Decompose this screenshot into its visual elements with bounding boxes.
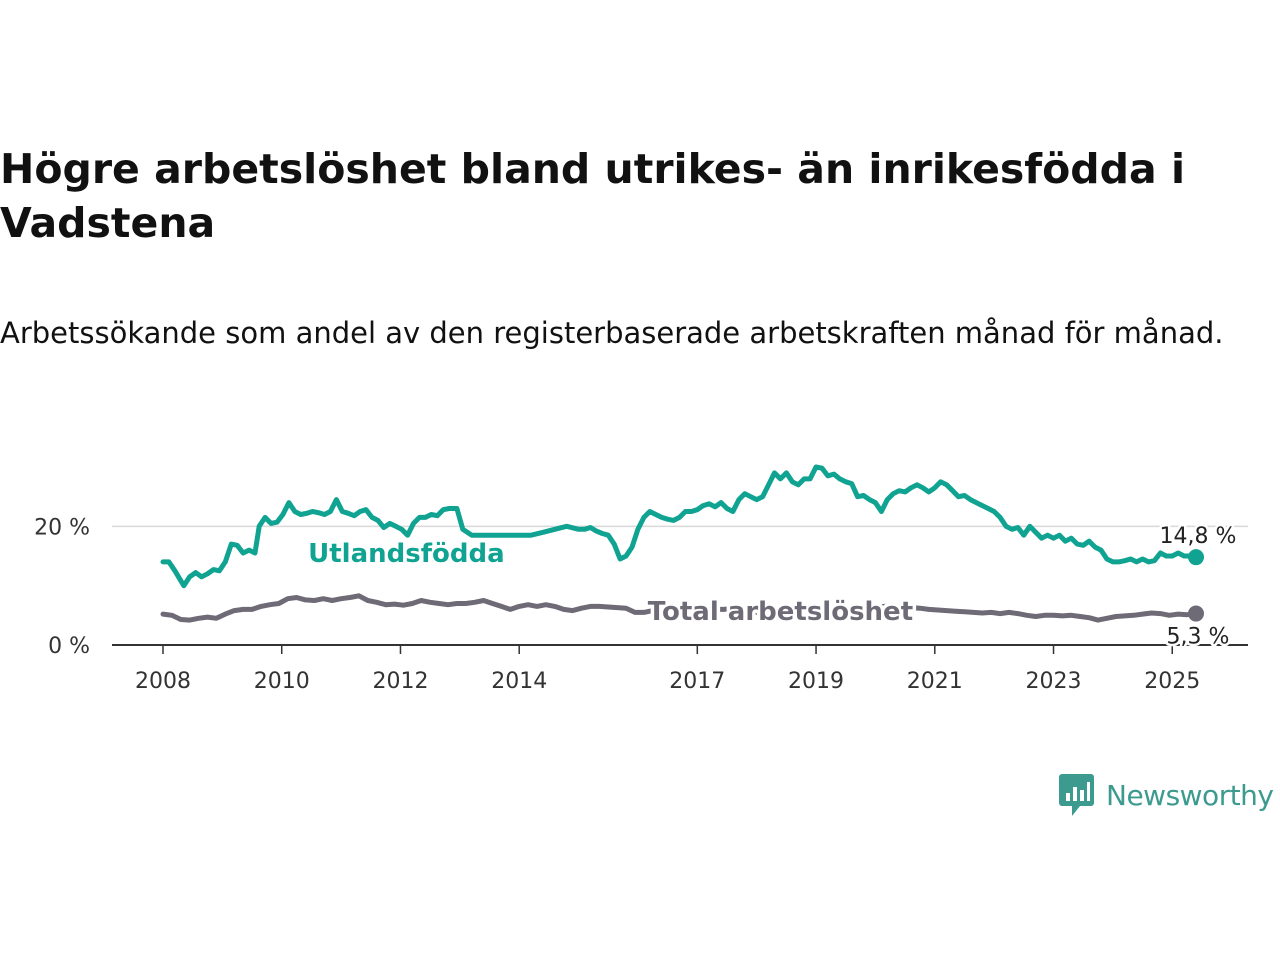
chart-subtitle: Arbetssökande som andel av den registerb… <box>0 316 1224 350</box>
newsworthy-logo-icon <box>1059 774 1094 816</box>
axes: 0 % 20 % 2008 2010 2012 2014 2017 2019 2021 2023 2… <box>34 515 1248 694</box>
chart-title: Högre arbetslöshet bland utrikes- än inr… <box>0 145 1185 247</box>
x-tick-label: 2012 <box>372 669 428 694</box>
series-end-dot <box>1188 549 1204 566</box>
series-lines <box>160 464 1204 623</box>
series-label: Total arbetslöshet <box>648 597 913 627</box>
y-tick-label: 20 % <box>34 515 90 540</box>
line-chart: 0 % 20 % 2008 2010 2012 2014 2017 2019 2021 2023 2… <box>34 464 1248 694</box>
x-tick-label: 2017 <box>669 669 725 694</box>
x-tick-label: 2008 <box>135 669 191 694</box>
y-tick-label: 0 % <box>48 634 90 659</box>
brand-name: Newsworthy <box>1106 778 1274 812</box>
end-value-label: 14,8 % <box>1160 524 1237 549</box>
series-label: Utlandsfödda <box>308 539 505 569</box>
x-tick-label: 2023 <box>1026 669 1082 694</box>
series-end-dot <box>1188 605 1204 622</box>
x-tick-label: 2014 <box>491 669 547 694</box>
x-tick-label: 2021 <box>907 669 963 694</box>
series-line-total <box>160 593 1199 623</box>
x-tick-label: 2019 <box>788 669 844 694</box>
x-tick-label: 2025 <box>1144 669 1200 694</box>
newsworthy-logo: Newsworthy <box>1058 772 1274 818</box>
series-line-utlandsfodda <box>160 464 1199 589</box>
series-labels: Utlandsfödda 14,8 % Total arbetslöshet 5,3 … <box>305 522 1239 652</box>
x-tick-label: 2010 <box>254 669 310 694</box>
end-value-label: 5,3 % <box>1167 625 1230 650</box>
